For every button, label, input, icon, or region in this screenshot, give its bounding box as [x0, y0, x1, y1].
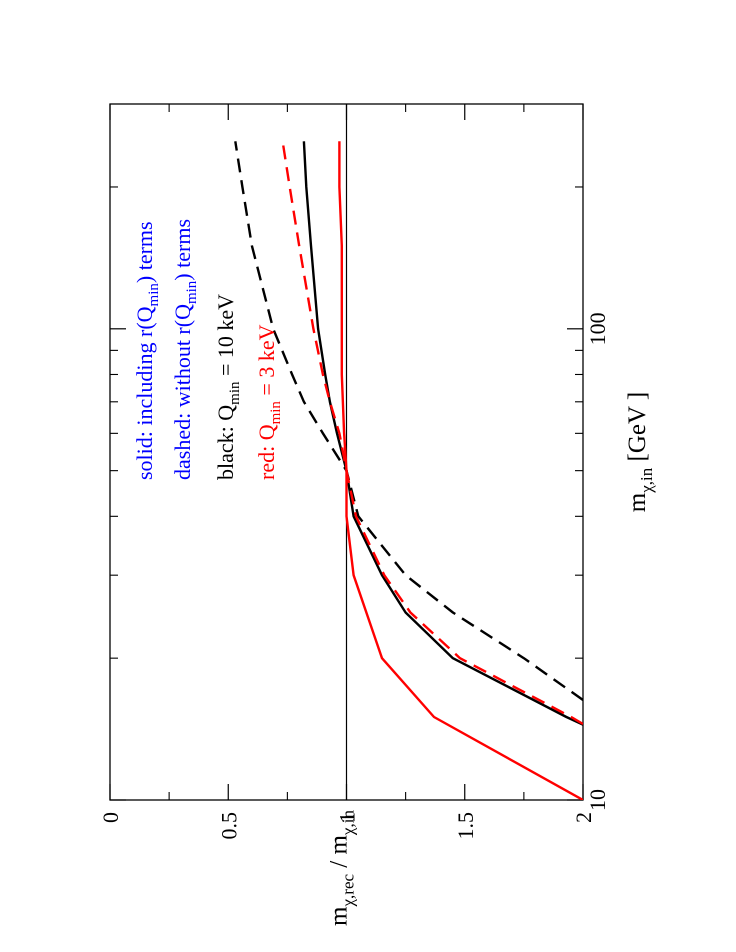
legend-text: ) terms: [132, 221, 157, 283]
y-label-main: / m: [326, 835, 353, 874]
y-tick-label: 2: [571, 812, 596, 823]
x-axis-label: mχ,in [GeV ]: [624, 392, 656, 512]
series-line-red-dashed: [281, 141, 583, 726]
series-line-black-solid: [302, 141, 583, 726]
y-tick-label: 0.5: [216, 812, 241, 840]
y-tick-label: 0: [98, 812, 123, 823]
legend-sub: min: [146, 283, 162, 307]
x-tick-label: 100: [585, 312, 610, 345]
legend-sub: min: [268, 401, 284, 425]
legend-text: red: Q: [254, 424, 279, 480]
y-label-sub: χ,in: [339, 810, 358, 837]
legend-text: = 10 keV: [213, 294, 238, 382]
y-label-sub: χ,rec: [339, 874, 358, 908]
x-label-unit: [GeV ]: [624, 392, 651, 468]
x-tick-label: 10: [585, 789, 610, 811]
legend-entry: dashed: without r(Qmin) terms: [170, 219, 200, 480]
x-label-main: m: [624, 492, 651, 512]
legend-entry: black: Qmin = 10 keV: [213, 294, 243, 480]
y-label-main: m: [326, 906, 353, 926]
legend-entry: solid: including r(Qmin) terms: [132, 221, 162, 480]
y-axis-label: mχ,rec / mχ,in: [326, 810, 358, 926]
legend-text: = 3 keV: [254, 324, 279, 401]
series-lines: [234, 104, 583, 800]
legend-entry: red: Qmin = 3 keV: [254, 324, 284, 480]
legend-sub: min: [184, 280, 200, 304]
series-line-red-solid: [338, 141, 583, 800]
legend-text: dashed: without r(Q: [170, 304, 195, 480]
legend-sub: min: [227, 381, 243, 405]
y-tick-label: 1.5: [453, 812, 478, 840]
legend-text: black: Q: [213, 405, 238, 480]
y-tick-label: 1: [335, 812, 360, 823]
axis-ticks: 10 100 0 0.5 1 1.5 2: [98, 104, 610, 840]
axis-labels: mχ,in [GeV ]mχ,rec / mχ,in: [326, 392, 657, 926]
legend-text: solid: including r(Q: [132, 306, 157, 480]
series-line-black-dashed: [234, 141, 583, 701]
legend-text: ) terms: [170, 219, 195, 281]
x-label-sub: χ,in: [637, 467, 656, 494]
